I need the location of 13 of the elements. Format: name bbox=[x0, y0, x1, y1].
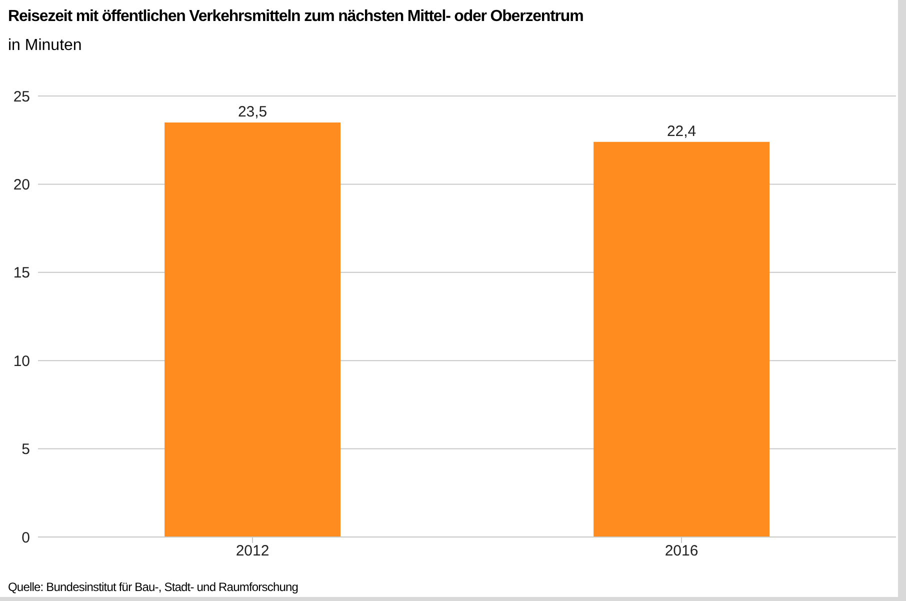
y-tick-label: 5 bbox=[22, 441, 30, 458]
y-tick-label: 25 bbox=[13, 88, 30, 106]
source-note: Quelle: Bundesinstitut für Bau-, Stadt- und Raumforschung bbox=[8, 580, 298, 594]
data-label: 22,4 bbox=[666, 122, 696, 140]
x-tick-label: 2016 bbox=[664, 542, 698, 560]
chart-title: Reisezeit mit öffentlichen Verkehrsmitteln zum nächsten Mittel- oder Oberzentrum bbox=[8, 8, 584, 26]
y-tick-label: 15 bbox=[13, 264, 30, 282]
y-tick-label: 10 bbox=[13, 352, 30, 370]
chart-subtitle: in Minuten bbox=[8, 37, 82, 55]
data-label: 23,5 bbox=[238, 103, 268, 120]
y-tick-label: 0 bbox=[22, 529, 30, 546]
x-tick-label: 2012 bbox=[236, 542, 270, 560]
y-tick-label: 20 bbox=[13, 176, 30, 194]
